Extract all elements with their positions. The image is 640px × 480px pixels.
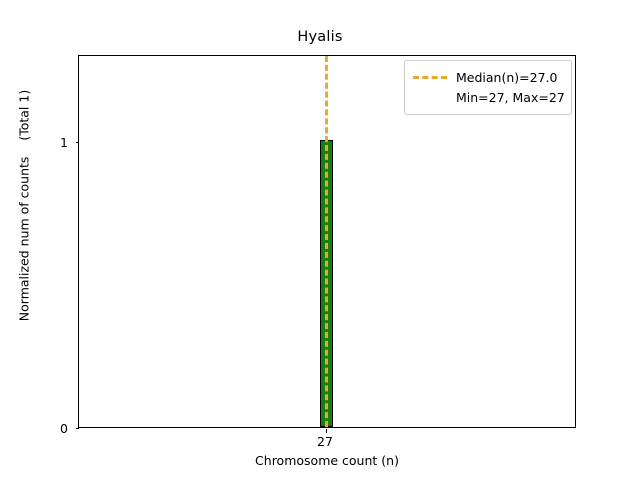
- legend-entry-median: Median(n)=27.0: [413, 67, 563, 87]
- ytick-mark-0: [75, 428, 79, 429]
- y-axis-title: Normalized num of counts (Total 1): [16, 89, 32, 322]
- legend-entry-range: Min=27, Max=27: [413, 87, 565, 107]
- legend-label-range: Min=27, Max=27: [456, 89, 565, 105]
- ytick-label-1: 1: [60, 135, 68, 150]
- x-axis-title: Chromosome count (n): [255, 453, 399, 468]
- median-line: [325, 56, 328, 427]
- dashed-line-icon: [413, 75, 447, 79]
- xtick-label-27: 27: [317, 434, 333, 449]
- xtick-mark-27: [326, 429, 327, 433]
- ytick-mark-1: [75, 142, 79, 143]
- legend: Median(n)=27.0 Min=27, Max=27: [404, 60, 572, 115]
- page-title: Hyalis: [297, 29, 343, 45]
- plot-area: [75, 55, 576, 433]
- legend-label-median: Median(n)=27.0: [456, 69, 558, 85]
- ytick-label-0: 0: [60, 421, 68, 436]
